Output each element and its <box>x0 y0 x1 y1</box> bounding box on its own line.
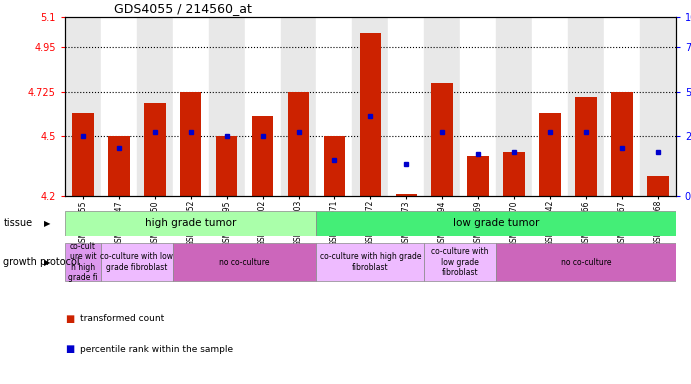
Bar <box>173 17 209 196</box>
FancyBboxPatch shape <box>65 210 316 236</box>
Bar <box>287 92 310 196</box>
Text: GDS4055 / 214560_at: GDS4055 / 214560_at <box>114 2 252 15</box>
Bar <box>144 103 166 196</box>
Bar <box>323 136 346 196</box>
Bar <box>352 17 388 196</box>
Bar <box>460 17 496 196</box>
Text: tissue: tissue <box>3 218 32 228</box>
Bar <box>467 156 489 196</box>
Text: low grade tumor: low grade tumor <box>453 218 539 228</box>
Bar <box>245 17 281 196</box>
Bar <box>388 17 424 196</box>
Bar <box>640 17 676 196</box>
Text: growth protocol: growth protocol <box>3 257 80 267</box>
Text: ■: ■ <box>65 314 74 324</box>
Bar <box>216 136 238 196</box>
Text: high grade tumor: high grade tumor <box>145 218 236 228</box>
Text: ▶: ▶ <box>44 218 50 228</box>
Text: percentile rank within the sample: percentile rank within the sample <box>80 345 234 354</box>
Bar <box>604 17 640 196</box>
Bar <box>281 17 316 196</box>
Bar <box>209 17 245 196</box>
Bar <box>611 92 633 196</box>
Text: ■: ■ <box>65 344 74 354</box>
Bar <box>316 17 352 196</box>
Bar <box>65 17 101 196</box>
FancyBboxPatch shape <box>424 243 496 281</box>
Bar <box>539 113 561 196</box>
Bar <box>137 17 173 196</box>
Bar <box>575 97 597 196</box>
Bar <box>180 92 202 196</box>
Bar <box>101 17 137 196</box>
Bar <box>395 194 417 196</box>
Text: transformed count: transformed count <box>80 314 164 323</box>
Text: co-culture with high grade
fibroblast: co-culture with high grade fibroblast <box>320 252 421 272</box>
Bar <box>252 116 274 196</box>
Bar <box>108 136 130 196</box>
Bar <box>431 83 453 196</box>
Text: co-culture with
low grade
fibroblast: co-culture with low grade fibroblast <box>431 247 489 277</box>
Bar <box>359 33 381 196</box>
Bar <box>503 152 525 196</box>
Bar <box>647 176 669 196</box>
Bar <box>532 17 568 196</box>
FancyBboxPatch shape <box>316 210 676 236</box>
Bar <box>72 113 94 196</box>
Text: no co-culture: no co-culture <box>560 258 612 266</box>
FancyBboxPatch shape <box>496 243 676 281</box>
Bar <box>496 17 532 196</box>
Text: ▶: ▶ <box>44 258 50 266</box>
FancyBboxPatch shape <box>101 243 173 281</box>
FancyBboxPatch shape <box>65 243 101 281</box>
Text: co-culture with low
grade fibroblast: co-culture with low grade fibroblast <box>100 252 173 272</box>
FancyBboxPatch shape <box>316 243 424 281</box>
Text: no co-culture: no co-culture <box>219 258 270 266</box>
Bar <box>568 17 604 196</box>
FancyBboxPatch shape <box>173 243 316 281</box>
Text: co-cult
ure wit
h high
grade fi: co-cult ure wit h high grade fi <box>68 242 98 282</box>
Bar <box>424 17 460 196</box>
